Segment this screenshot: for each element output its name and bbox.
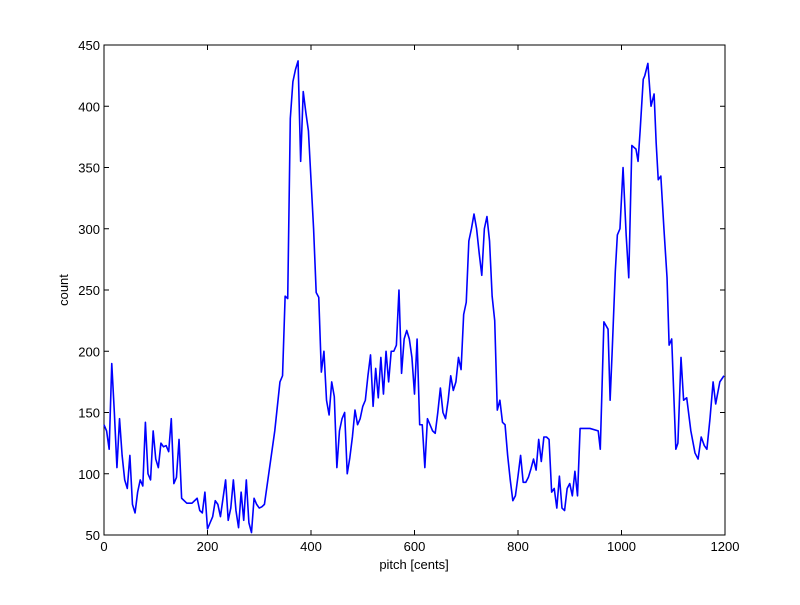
y-tick-label: 450 [78, 38, 100, 53]
y-tick-label: 400 [78, 99, 100, 114]
y-tick-label: 100 [78, 467, 100, 482]
y-tick-label: 250 [78, 283, 100, 298]
y-tick-label: 150 [78, 406, 100, 421]
x-axis-label: pitch [cents] [379, 557, 448, 572]
y-axis-label: count [56, 274, 71, 306]
x-tick-label: 200 [197, 539, 219, 554]
x-tick-label: 600 [404, 539, 426, 554]
y-tick-label: 50 [86, 528, 100, 543]
y-tick-label: 200 [78, 344, 100, 359]
y-tick-label: 300 [78, 222, 100, 237]
data-line [103, 60, 725, 534]
x-tick-label: 400 [300, 539, 322, 554]
plot-frame [103, 44, 726, 536]
y-tick-label: 350 [78, 161, 100, 176]
x-tick-label: 1200 [711, 539, 740, 554]
x-tick-label: 0 [100, 539, 107, 554]
x-tick-label: 1000 [607, 539, 636, 554]
x-tick-label: 800 [507, 539, 529, 554]
